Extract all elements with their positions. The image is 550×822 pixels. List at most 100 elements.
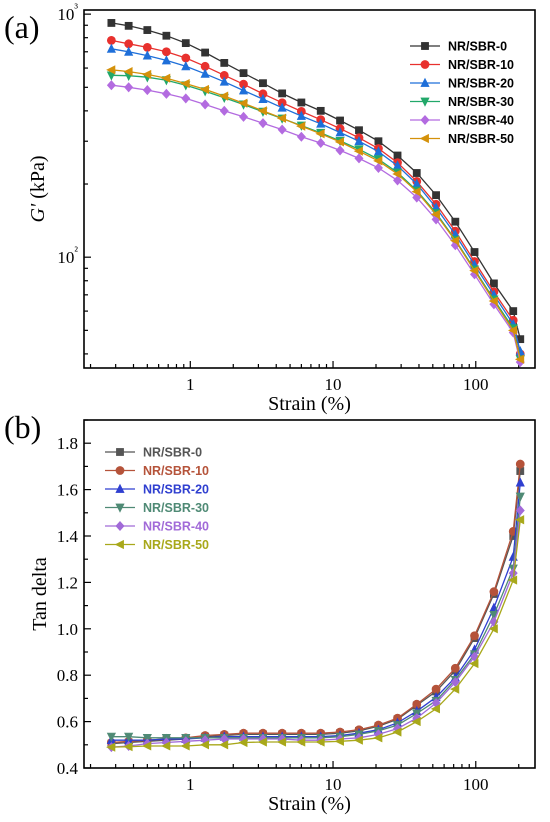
data-point [450,684,460,694]
data-point [507,575,518,585]
data-point [469,266,479,276]
data-point [199,84,210,95]
x-tick-label: 100 [463,775,489,794]
series-nr-sbr-40 [106,80,525,368]
data-point [315,129,325,139]
data-point [509,307,518,316]
data-point [258,118,268,129]
data-point [276,113,287,123]
legend-item: NR/SBR-20 [410,77,514,91]
panel-b: (b) 1 10 100 0.4 0.6 0.8 1.0 1.2 1.4 1.6 1.8 NR/SBR… [4,409,536,815]
data-point [412,192,422,203]
data-point [238,737,248,748]
data-point [161,73,171,83]
data-point [393,175,403,186]
data-point [257,106,267,116]
data-point [353,735,363,745]
data-point [488,296,498,306]
data-point [180,78,190,89]
data-point [336,116,344,125]
data-point [335,145,345,156]
legend-label: NR/SBR-0 [143,446,202,460]
plot-frame [83,9,536,369]
y-tick-label: 1.6 [57,481,78,500]
y-tick-label: 0.8 [57,666,78,685]
data-point [199,740,210,750]
x-tick-label: 1 [186,775,195,794]
data-point [354,153,364,164]
legend-marker [420,60,430,69]
data-point [297,98,306,107]
data-point [334,736,344,746]
data-point [335,127,345,137]
legend: NR/SBR-0 NR/SBR-10 NR/SBR-20 NR/SBR-30 NR/SB… [410,40,514,146]
data-point [373,156,383,166]
legend-item: NR/SBR-10 [410,58,514,72]
data-point [106,35,116,45]
data-point [124,46,134,56]
data-point [277,102,287,112]
data-point [161,55,171,65]
data-point [238,98,248,108]
plot-frame [83,419,536,769]
panel-label: (b) [4,409,41,445]
data-point [142,85,152,96]
legend-marker [420,97,430,107]
series-line [111,519,521,748]
legend-marker [421,42,429,50]
panel-label: (a) [4,9,40,45]
y-tick-label: 1.8 [57,434,78,453]
data-point [106,80,116,91]
data-point [219,91,229,101]
series-nr-sbr-50 [106,515,525,752]
data-point [315,737,325,747]
data-point [489,587,499,597]
data-point [142,733,152,744]
data-point [257,737,267,747]
data-point [123,742,133,752]
data-point [392,169,402,179]
data-point [107,19,116,27]
data-point [515,505,525,516]
legend-label: NR/SBR-40 [448,114,514,128]
data-point [161,47,171,57]
data-point [296,131,306,142]
series-nr-sbr-20 [106,43,525,356]
data-point [316,106,325,115]
legend-item: NR/SBR-30 [410,95,514,109]
legend-item: NR/SBR-40 [105,520,209,534]
data-point [451,217,460,226]
panel-a: (a) 1 10 10010²10³NR/SBR-0NR/SBR-10NR/SBR-… [4,1,536,415]
data-point [488,624,498,634]
data-point [181,61,191,71]
data-point [239,69,248,78]
legend-marker [115,466,125,475]
data-point [278,89,287,98]
legend-item: NR/SBR-50 [105,538,209,552]
legend-label: NR/SBR-0 [448,40,507,54]
data-point [219,740,229,750]
data-point [373,733,383,743]
data-point [470,631,479,641]
y-tick-label: 0.6 [57,713,78,732]
legend-label: NR/SBR-50 [448,132,514,146]
data-point [220,59,229,67]
y-axis-title: Tan delta [29,557,51,631]
legend-item: NR/SBR-0 [105,446,202,460]
legend: NR/SBR-0 NR/SBR-10 NR/SBR-20 NR/SBR-30 NR/SB… [105,446,209,552]
data-point [162,31,171,40]
data-point [316,137,326,149]
y-tick-label: 1.4 [57,527,79,546]
legend-marker [115,483,125,493]
legend-item: NR/SBR-10 [105,464,209,478]
data-point [411,717,421,727]
data-point [514,354,525,364]
legend-marker [114,539,124,550]
data-point [430,704,440,714]
data-point [258,93,268,104]
series-nr-sbr-20 [106,477,525,745]
legend-label: NR/SBR-10 [448,58,514,72]
data-point [142,69,152,79]
